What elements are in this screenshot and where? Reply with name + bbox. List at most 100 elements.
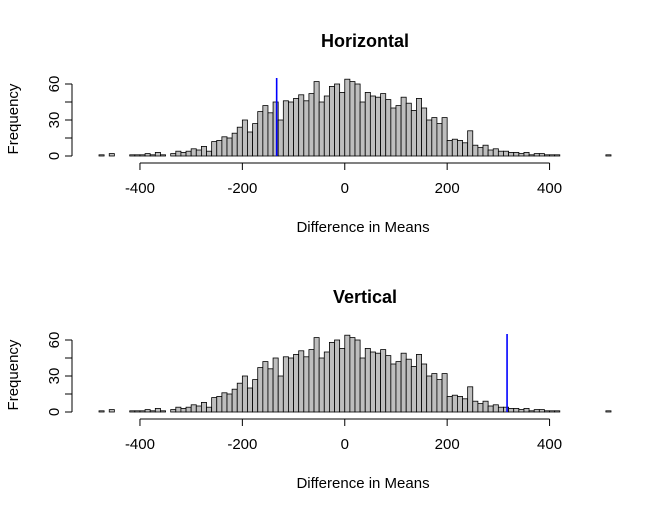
- histogram-bar: [513, 151, 520, 157]
- histogram-bar: [298, 94, 305, 157]
- histogram-bar: [538, 409, 545, 413]
- histogram-bar: [508, 151, 515, 157]
- histogram-bar: [262, 105, 269, 157]
- histogram-bar: [462, 398, 469, 413]
- histogram-bar: [108, 153, 115, 157]
- y-tick-label: 0: [46, 152, 63, 160]
- histogram-bar: [369, 95, 376, 157]
- histogram-bar: [180, 407, 187, 413]
- histogram-bar: [160, 410, 166, 413]
- histogram-bar: [487, 405, 494, 413]
- x-tick-label: 400: [537, 180, 562, 197]
- histogram-bar: [313, 81, 320, 157]
- histogram-bar: [375, 96, 382, 157]
- x-axis-title: Difference in Means: [296, 219, 429, 236]
- histogram-bar: [405, 102, 412, 157]
- histogram-bar: [375, 352, 382, 413]
- histogram-bar: [328, 86, 335, 157]
- histogram-bar: [247, 131, 253, 157]
- histogram-bar: [482, 144, 489, 157]
- histogram-bar: [451, 394, 458, 413]
- histogram-bar: [195, 405, 202, 413]
- histogram-bar: [293, 353, 300, 413]
- histogram-bar: [344, 78, 351, 157]
- y-tick-label: 60: [46, 332, 63, 349]
- histogram-bar: [267, 112, 274, 157]
- histogram-bar: [170, 409, 177, 413]
- histogram-bar: [144, 153, 151, 157]
- histogram-bar: [364, 347, 371, 413]
- histogram-bar: [262, 361, 269, 413]
- histogram-bar: [400, 96, 407, 157]
- histogram-bar: [416, 353, 422, 413]
- histogram-bar: [349, 337, 356, 413]
- histogram-bar: [390, 363, 397, 413]
- histogram-bar: [221, 136, 228, 157]
- histogram-bar: [175, 150, 182, 157]
- histogram-bar: [185, 406, 192, 413]
- histogram-bar: [308, 93, 315, 157]
- x-tick-label: 0: [341, 180, 349, 197]
- histogram-bar: [257, 111, 264, 157]
- histogram-bar: [605, 154, 612, 157]
- histogram-bar: [318, 357, 325, 413]
- histogram-bar: [277, 375, 284, 413]
- histogram-bar: [288, 357, 294, 413]
- histogram-bar: [518, 409, 525, 413]
- histogram-bar: [160, 154, 166, 157]
- histogram-bar: [334, 83, 341, 157]
- histogram-bar: [410, 110, 417, 157]
- histogram-bar: [221, 392, 228, 413]
- histogram-bar: [544, 410, 550, 413]
- histogram-bar: [323, 95, 330, 157]
- histogram-bar: [252, 379, 259, 413]
- histogram-horizontal: Horizontal -400 -200 0 200 400 0 30 60 Difference…: [5, 31, 612, 236]
- histogram-bar: [554, 410, 561, 413]
- histogram-bar: [236, 382, 243, 413]
- x-tick-label: 0: [341, 436, 349, 453]
- histogram-bar: [318, 101, 325, 157]
- histogram-bar: [149, 154, 156, 157]
- histogram-bar: [216, 395, 223, 413]
- histogram-bar: [134, 154, 141, 157]
- histogram-bar: [98, 154, 105, 157]
- histogram-bar: [513, 407, 520, 413]
- histogram-bar: [200, 401, 207, 413]
- histogram-bar: [456, 395, 463, 413]
- histogram-bar: [605, 410, 612, 413]
- histogram-bar: [354, 339, 361, 413]
- x-tick-label: -200: [227, 180, 257, 197]
- histogram-bar: [344, 334, 351, 413]
- histogram-bar: [108, 409, 115, 413]
- histogram-bar: [231, 388, 238, 413]
- histogram-bar: [431, 373, 438, 413]
- histogram-bar: [288, 101, 294, 157]
- x-tick-label: 400: [537, 436, 562, 453]
- histogram-bar: [226, 137, 233, 157]
- y-tick-label: 60: [46, 76, 63, 93]
- histogram-bar: [339, 347, 346, 413]
- histogram-bar: [549, 154, 556, 157]
- histogram-bar: [492, 404, 499, 413]
- histogram-bar: [190, 404, 197, 413]
- histogram-bar: [385, 355, 392, 413]
- histogram-bar: [487, 149, 494, 157]
- histogram-bar: [416, 98, 422, 157]
- histogram-bar: [328, 341, 335, 413]
- histogram-bar: [462, 142, 469, 157]
- histogram-bar: [139, 154, 146, 157]
- histogram-bar: [231, 132, 238, 157]
- histogram-bar: [477, 147, 484, 157]
- histogram-bar: [339, 92, 346, 157]
- histogram-bar: [492, 148, 499, 157]
- histogram-bar: [554, 154, 561, 157]
- histogram-bar: [364, 92, 371, 157]
- y-axis-title: Frequency: [5, 83, 22, 154]
- histogram-bar: [149, 410, 156, 413]
- histogram-bar: [538, 153, 545, 157]
- histogram-vertical: Vertical -400 -200 0 200 400 0 30 60 Difference i…: [5, 287, 612, 492]
- histogram-bar: [226, 393, 233, 413]
- y-tick-label: 0: [46, 408, 63, 416]
- histogram-bar: [441, 117, 448, 157]
